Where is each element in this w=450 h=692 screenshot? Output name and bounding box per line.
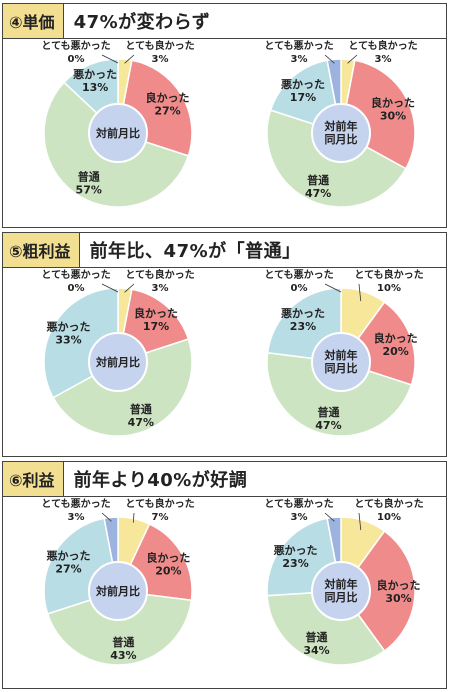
slice-label-good: 良かった 30% (371, 96, 415, 123)
panel-tag: ④単価 (3, 4, 64, 38)
leader-line (124, 54, 135, 64)
slice-label-very-bad: とても悪かった 3% (41, 498, 110, 523)
slice-label-normal: 普通 57% (76, 169, 102, 196)
panel-headline: 47%が変わらず (73, 12, 211, 33)
slice-label-very-good: とても良かった 10% (354, 497, 423, 523)
panel-unit-price: ④単価 47%が変わらず 対前月比 とても良かった 3% 良かった 27% 普通 57% 悪か… (2, 3, 447, 228)
slice-label-bad: 悪かった 23% (274, 544, 318, 570)
leader-line (324, 512, 335, 522)
slice-label-bad: 悪かった 33% (47, 321, 91, 347)
slice-label-very-bad: とても悪かった 0% (264, 269, 333, 294)
pie-chart-1: 対前月比 とても良かった 7% 良かった 20% 普通 43% 悪かった 27% とても悪かった 3… (41, 497, 195, 666)
panel-header: ④単価 47%が変わらず (3, 4, 446, 39)
panel-profit: ⑥利益 前年より40%が好調 対前月比 とても良かった 7% 良かった 20% 普通 43%… (2, 461, 447, 689)
leader-line (101, 512, 112, 522)
pie-center (311, 332, 371, 392)
slice-label-normal: 普通 47% (305, 173, 331, 200)
leader-line (324, 54, 335, 64)
slice-label-very-good: とても良かった 7% (125, 497, 194, 523)
panel-tag: ⑤粗利益 (3, 233, 80, 267)
slice-label-good: 良かった 17% (134, 306, 178, 333)
slice-label-bad: 悪かった 17% (281, 78, 325, 104)
pie-center-label: 対前年同月比 (324, 119, 358, 146)
pie-chart-1: 対前月比 とても良かった 3% 良かった 17% 普通 47% 悪かった 33% とても悪かった 0… (41, 268, 195, 437)
slice-label-very-good: とても良かった 3% (348, 39, 417, 65)
pie-center-label: 対前月比 (95, 584, 140, 598)
slice-label-good: 良かった 20% (146, 550, 190, 577)
pie-chart-2: 対前年同月比 とても良かった 3% 良かった 30% 普通 47% 悪かった 17% とても悪かっ… (264, 39, 418, 208)
pie-center-label: 対前年同月比 (324, 348, 358, 375)
panel-headline: 前年比、47%が「普通」 (89, 241, 301, 262)
slice-label-very-good: とても良かった 3% (125, 268, 194, 294)
pie-center-label: 対前年同月比 (324, 577, 358, 604)
pie-center (311, 103, 371, 163)
leader-line (124, 283, 135, 293)
slice-label-very-good: とても良かった 3% (125, 39, 194, 65)
slice-label-very-bad: とても悪かった 0% (41, 40, 110, 65)
slice-label-normal: 普通 34% (303, 630, 329, 657)
slice-label-very-good: とても良かった 10% (354, 268, 423, 294)
pie-slice-normal (266, 351, 413, 437)
slice-label-good: 良かった 30% (377, 578, 421, 605)
slice-label-bad: 悪かった 23% (281, 307, 325, 333)
slice-label-bad: 悪かった 13% (73, 68, 117, 94)
panel-charts: 対前月比 とても良かった 3% 良かった 27% 普通 57% 悪かった 13% とても悪かった 0… (41, 39, 418, 208)
leader-line (358, 283, 362, 302)
panel-gross-profit: ⑤粗利益 前年比、47%が「普通」 対前月比 とても良かった 3% 良かった 17% 普通… (2, 232, 447, 457)
slice-label-very-bad: とても悪かった 3% (264, 40, 333, 65)
pie-center (88, 332, 148, 392)
slice-label-good: 良かった 27% (145, 91, 189, 118)
pie-center (88, 103, 148, 163)
leader-line (132, 512, 135, 523)
pie-chart-2: 対前年同月比 とても良かった 10% 良かった 20% 普通 47% 悪かった 23% とても悪か… (264, 268, 424, 437)
leader-line (324, 283, 342, 293)
pie-center (88, 561, 148, 621)
panel-header: ⑥利益 前年より40%が好調 (3, 462, 446, 497)
leader-line (358, 512, 362, 531)
pie-slice-normal (266, 590, 386, 666)
pie-center-label: 対前月比 (95, 126, 140, 140)
pie-chart-2: 対前年同月比 とても良かった 10% 良かった 30% 普通 34% 悪かった 23% とても悪か… (264, 497, 424, 666)
slice-label-normal: 普通 47% (315, 405, 341, 432)
pie-center (311, 561, 371, 621)
slice-label-bad: 悪かった 27% (47, 550, 91, 576)
slice-label-normal: 普通 47% (128, 402, 154, 429)
slice-label-very-bad: とても悪かった 3% (264, 498, 333, 523)
slice-label-good: 良かった 20% (374, 331, 418, 358)
leader-line (101, 54, 119, 64)
panel-header: ⑤粗利益 前年比、47%が「普通」 (3, 233, 446, 268)
panel-tag: ⑥利益 (3, 462, 64, 496)
leader-line (347, 54, 358, 64)
slice-label-very-bad: とても悪かった 0% (41, 269, 110, 294)
panel-charts: 対前月比 とても良かった 7% 良かった 20% 普通 43% 悪かった 27% とても悪かった 3… (41, 497, 424, 666)
pie-slice-normal (46, 590, 193, 666)
leader-line (101, 283, 119, 293)
panel-headline: 前年より40%が好調 (73, 470, 248, 491)
pie-chart-1: 対前月比 とても良かった 3% 良かった 27% 普通 57% 悪かった 13% とても悪かった 0… (41, 39, 195, 208)
slice-label-normal: 普通 43% (110, 635, 136, 662)
pie-slice-good (340, 530, 416, 652)
pie-center-label: 対前月比 (95, 355, 140, 369)
panel-charts: 対前月比 とても良かった 3% 良かった 17% 普通 47% 悪かった 33% とても悪かった 0… (41, 268, 424, 437)
